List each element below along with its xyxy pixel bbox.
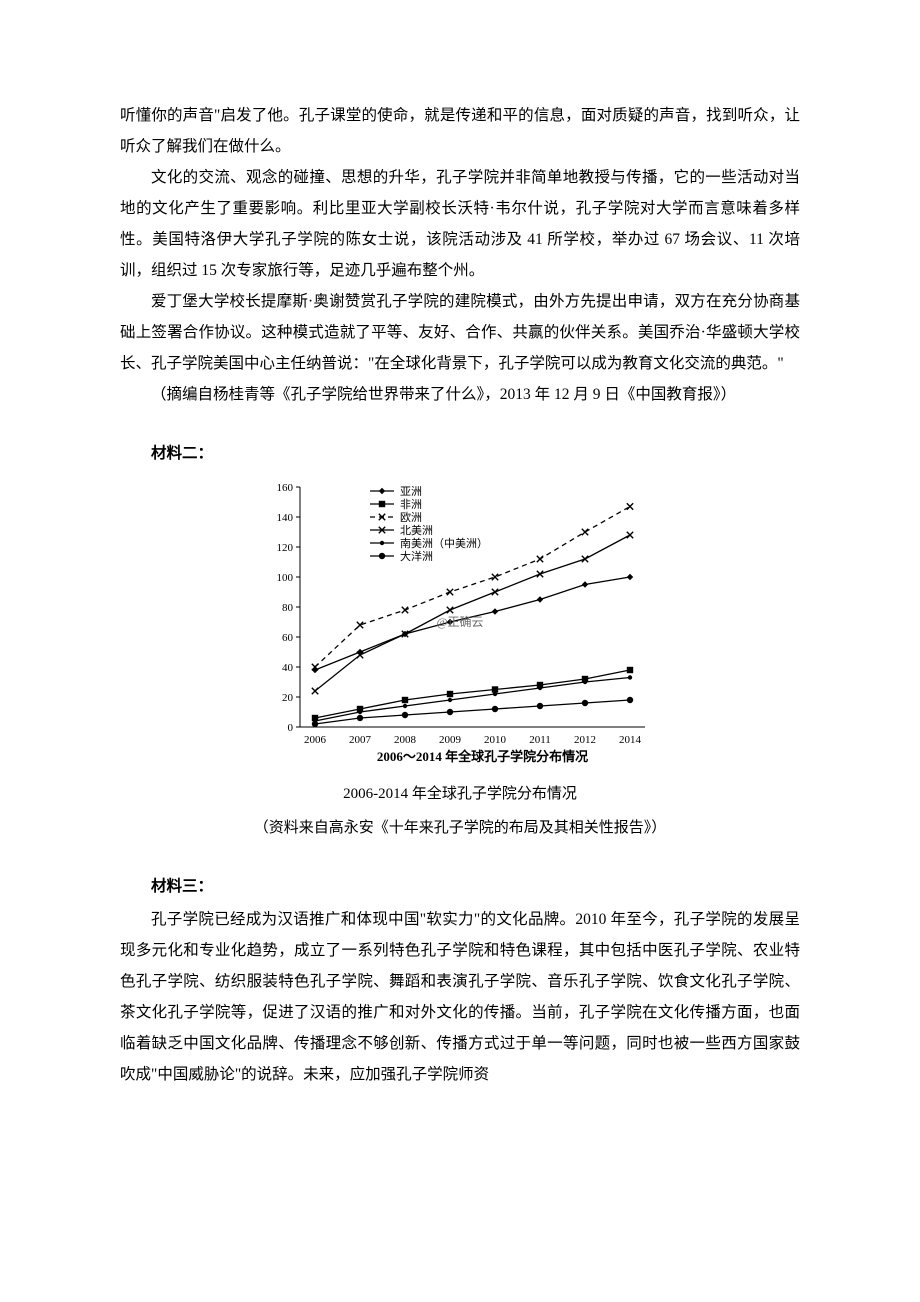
material3-label: 材料三：: [120, 871, 800, 902]
material2-chart-wrapper: 0 20 40 60 80 100 120 140 160 2006 2007 2008 2009 201…: [120, 477, 800, 843]
svg-text:2007: 2007: [349, 734, 372, 746]
intro-source: （摘编自杨桂青等《孔子学院给世界带来了什么》，2013 年 12 月 9 日《中…: [120, 379, 800, 410]
svg-text:100: 100: [277, 572, 294, 584]
svg-text:2012: 2012: [574, 734, 596, 746]
svg-text:60: 60: [282, 632, 294, 644]
svg-text:南美洲（中美洲）: 南美洲（中美洲）: [400, 537, 488, 550]
svg-text:40: 40: [282, 662, 294, 674]
svg-text:大洋洲: 大洋洲: [400, 549, 433, 563]
material2-source: （资料来自高永安《十年来孔子学院的布局及其相关性报告》）: [254, 813, 667, 843]
svg-text:2010: 2010: [484, 734, 507, 746]
svg-text:20: 20: [282, 692, 294, 704]
svg-text:0: 0: [288, 722, 294, 734]
svg-text:160: 160: [277, 482, 294, 494]
svg-text:欧洲: 欧洲: [400, 511, 422, 524]
intro-paragraph-2: 爱丁堡大学校长提摩斯·奥谢赞赏孔子学院的建院模式，由外方先提出申请，双方在充分协…: [120, 286, 800, 379]
svg-text:@正确云: @正确云: [436, 615, 483, 629]
intro-paragraph-1: 文化的交流、观念的碰撞、思想的升华，孔子学院并非简单地教授与传播，它的一些活动对…: [120, 162, 800, 286]
svg-text:2008: 2008: [394, 734, 417, 746]
intro-paragraph-0: 听懂你的声音"启发了他。孔子课堂的使命，就是传递和平的信息，面对质疑的声音，找到…: [120, 100, 800, 162]
svg-text:北美洲: 北美洲: [400, 524, 433, 537]
svg-text:非洲: 非洲: [400, 498, 422, 511]
svg-text:2011: 2011: [529, 734, 551, 746]
material2-chart: 0 20 40 60 80 100 120 140 160 2006 2007 2008 2009 201…: [255, 477, 665, 777]
svg-text:2009: 2009: [439, 734, 462, 746]
svg-text:120: 120: [277, 542, 294, 554]
svg-text:2006: 2006: [304, 734, 327, 746]
material2-label: 材料二：: [120, 438, 800, 469]
svg-text:140: 140: [277, 512, 294, 524]
material2-caption: 2006-2014 年全球孔子学院分布情况: [343, 779, 577, 809]
svg-text:80: 80: [282, 602, 294, 614]
material3-paragraph-1: 孔子学院已经成为汉语推广和体现中国"软实力"的文化品牌。2010 年至今，孔子学…: [120, 904, 800, 1090]
svg-text:2014: 2014: [619, 734, 642, 746]
svg-text:2006～2014 年全球孔子学院分布情况: 2006～2014 年全球孔子学院分布情况: [377, 749, 588, 764]
svg-text:亚洲: 亚洲: [400, 486, 422, 498]
